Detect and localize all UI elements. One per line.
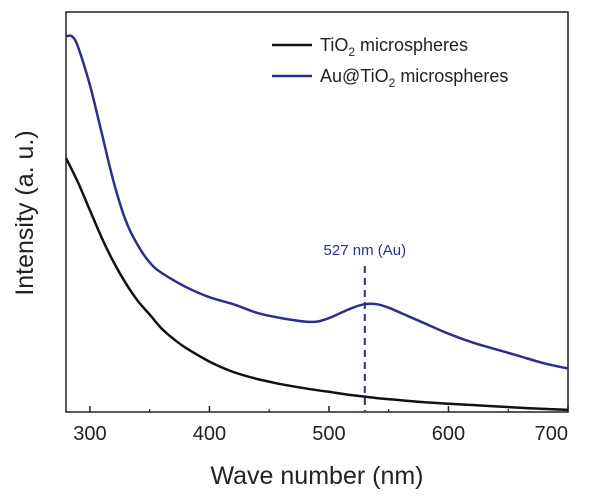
x-tick-label-0: 300: [73, 423, 106, 445]
x-axis-title: Wave number (nm): [210, 462, 423, 490]
legend-label-tio2-rest: microspheres: [355, 35, 468, 55]
series-layer: [64, 34, 569, 412]
x-tick-label-3: 600: [432, 423, 465, 445]
legend-label-au-tio2: Au@TiO2 microspheres: [320, 66, 508, 90]
y-axis-title: Intensity (a. u.): [11, 130, 39, 295]
x-tick-label-1: 400: [193, 423, 226, 445]
legend: TiO2 microspheres Au@TiO2 microspheres: [272, 35, 508, 90]
annotation-label: 527 nm (Au): [324, 242, 407, 259]
series-line-1: [65, 34, 569, 370]
legend-label-au-tio2-rest: microspheres: [395, 66, 508, 86]
legend-label-au-tio2-sub: 2: [389, 76, 396, 90]
series-line-0: [64, 157, 569, 412]
x-tick-label-4: 700: [535, 423, 568, 445]
legend-label-au-tio2-base: Au@TiO: [320, 66, 389, 86]
plot-frame: [65, 11, 569, 413]
legend-label-tio2: TiO2 microspheres: [320, 35, 468, 59]
legend-label-tio2-sub: 2: [348, 45, 355, 59]
legend-label-tio2-base: TiO: [320, 35, 348, 55]
x-axis-ticks: 300 400 500 600 700: [73, 406, 569, 445]
x-tick-label-2: 500: [312, 423, 345, 445]
